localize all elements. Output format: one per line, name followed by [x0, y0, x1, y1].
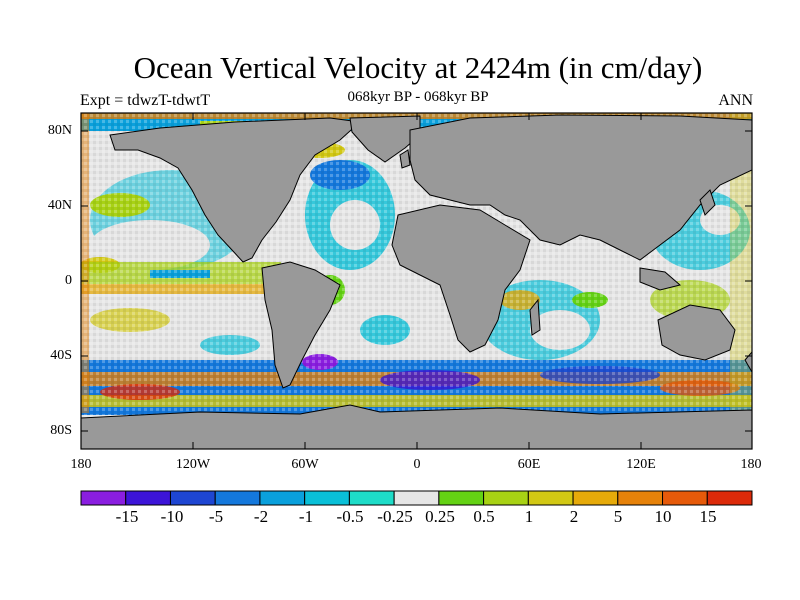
lat-label-80s: 80S — [50, 423, 72, 438]
colorbar-label: 15 — [699, 507, 717, 526]
british-isles — [399, 149, 411, 169]
colorbar-label: 1 — [524, 507, 534, 526]
colorbar-box — [393, 490, 440, 506]
antarctica — [81, 404, 752, 449]
colorbar — [80, 490, 753, 506]
colorbar-box — [125, 490, 171, 506]
map-field — [81, 113, 752, 449]
madagascar — [529, 298, 541, 336]
colorbar-box — [259, 490, 306, 506]
lat-label-40n: 40N — [47, 198, 72, 213]
colorbar-box — [348, 490, 395, 506]
north-america — [109, 117, 362, 263]
colorbar-box — [214, 490, 261, 506]
colorbar-box — [662, 490, 708, 506]
lon-label-180e: 180 — [740, 457, 762, 472]
indonesia — [639, 267, 682, 291]
colorbar-box — [80, 490, 127, 506]
lat-label-40s: 40S — [50, 348, 72, 363]
axis-ticks — [81, 113, 752, 449]
colorbar-label: 5 — [613, 507, 623, 526]
lon-label-60e: 60E — [517, 457, 541, 472]
time-range-subtitle: 068kyr BP - 068kyr BP — [347, 89, 489, 105]
lon-label-120w: 120W — [175, 457, 211, 472]
map-title: Ocean Vertical Velocity at 2424m (in cm/… — [133, 50, 703, 85]
colorbar-box — [572, 490, 619, 506]
japan — [699, 189, 716, 216]
colorbar-box — [706, 490, 753, 506]
colorbar-label: -10 — [160, 507, 184, 526]
colorbar-label: -5 — [208, 507, 224, 526]
colorbar-box — [483, 490, 529, 506]
colorbar-label: -0.25 — [377, 507, 413, 526]
lat-label-80n: 80N — [47, 123, 72, 138]
greenland — [349, 115, 421, 163]
eurasia — [409, 114, 752, 261]
colorbar-label: 0.25 — [425, 507, 455, 526]
africa — [391, 204, 531, 353]
colorbar-label: -0.5 — [336, 507, 364, 526]
lat-label-0: 0 — [65, 273, 72, 288]
lon-label-60w: 60W — [291, 457, 319, 472]
south-america — [261, 261, 341, 389]
colorbar-label: 0.5 — [473, 507, 495, 526]
colorbar-label: -15 — [115, 507, 139, 526]
season-label: ANN — [718, 92, 753, 109]
experiment-label: Expt = tdwzT-tdwtT — [80, 92, 211, 109]
lon-label-0: 0 — [413, 457, 421, 472]
colorbar-box — [438, 490, 485, 506]
colorbar-label: 10 — [654, 507, 672, 526]
colorbar-box — [169, 490, 216, 506]
lon-label-120e: 120E — [626, 457, 656, 472]
colorbar-label: -2 — [253, 507, 269, 526]
lon-label-180w: 180 — [70, 457, 92, 472]
colorbar-label: 2 — [569, 507, 579, 526]
colorbar-box — [304, 490, 350, 506]
colorbar-label: -1 — [298, 507, 314, 526]
colorbar-box — [527, 490, 574, 506]
colorbar-box — [617, 490, 664, 506]
land-masses — [81, 114, 752, 449]
australia — [657, 304, 736, 361]
